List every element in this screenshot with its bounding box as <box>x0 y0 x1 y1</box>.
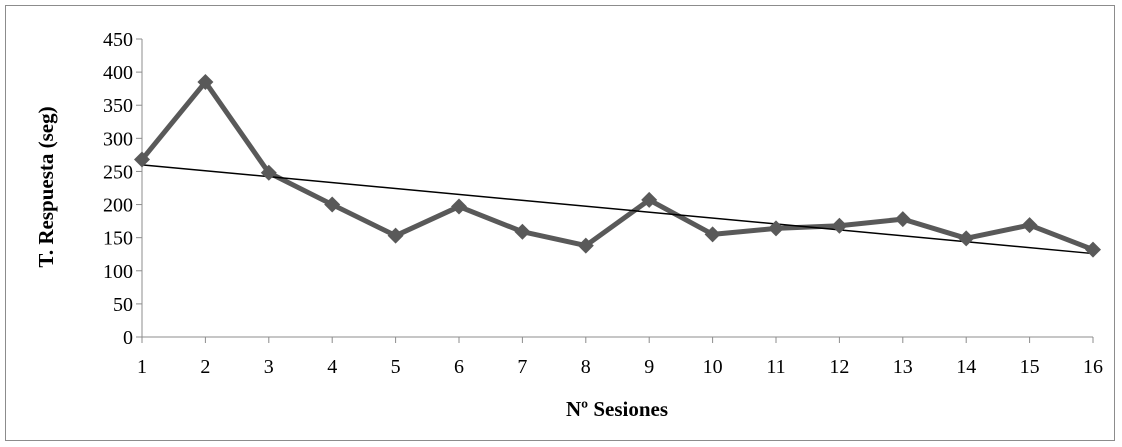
data-point-marker <box>831 217 848 234</box>
x-axis-title: Nº Sesiones <box>566 397 668 421</box>
x-tick-label: 11 <box>766 356 785 378</box>
data-point-marker <box>260 164 277 181</box>
x-tick-label: 13 <box>893 356 913 378</box>
y-axis-title: T. Respuesta (seg) <box>34 106 58 267</box>
linear-trendline <box>141 164 1094 255</box>
x-tick-label: 9 <box>644 356 654 378</box>
y-tick-label: 450 <box>103 29 133 51</box>
y-tick-label: 200 <box>103 195 133 217</box>
x-tick-label: 14 <box>956 356 976 378</box>
x-tick-label: 5 <box>391 356 401 378</box>
y-tick-label: 100 <box>103 261 133 283</box>
y-tick-label: 300 <box>103 128 133 150</box>
data-point-marker <box>324 196 341 213</box>
data-point-marker <box>1021 217 1038 234</box>
data-point-marker <box>1085 241 1101 258</box>
series-line <box>140 79 1094 252</box>
data-point-marker <box>704 226 721 243</box>
y-tick-label: 0 <box>123 327 133 349</box>
marker-layer <box>134 74 1101 258</box>
y-tick-label: 350 <box>103 95 133 117</box>
x-tick-label: 10 <box>703 356 723 378</box>
data-point-marker <box>134 151 150 168</box>
x-tick-label: 4 <box>327 356 337 378</box>
chart-frame <box>5 5 1115 441</box>
data-point-marker <box>387 227 404 244</box>
data-point-marker <box>641 191 658 208</box>
y-tick-label: 250 <box>103 161 133 183</box>
x-tick-label: 15 <box>1020 356 1040 378</box>
y-tick-label: 50 <box>113 294 133 316</box>
x-tick-label: 7 <box>517 356 527 378</box>
series-layer <box>140 79 1094 252</box>
data-point-marker <box>958 230 975 247</box>
y-axis-ticks: 0 50 100 150 200 250 300 350 400 450 <box>103 29 142 349</box>
x-tick-label: 1 <box>137 356 147 378</box>
y-tick-label: 400 <box>103 62 133 84</box>
data-point-marker <box>768 220 784 237</box>
x-tick-label: 16 <box>1083 356 1103 378</box>
data-point-marker <box>451 198 467 215</box>
data-point-marker <box>894 211 911 228</box>
data-point-marker <box>197 74 214 91</box>
x-tick-label: 12 <box>829 356 849 378</box>
data-point-marker <box>577 237 594 254</box>
x-tick-label: 6 <box>454 356 464 378</box>
x-tick-label: 8 <box>581 356 591 378</box>
x-tick-label: 3 <box>264 356 274 378</box>
x-tick-label: 2 <box>200 356 210 378</box>
data-point-marker <box>514 223 531 240</box>
y-tick-label: 150 <box>103 228 133 250</box>
x-axis-ticks: 1 2 3 4 5 6 7 8 9 10 11 12 13 14 15 16 <box>137 337 1103 378</box>
